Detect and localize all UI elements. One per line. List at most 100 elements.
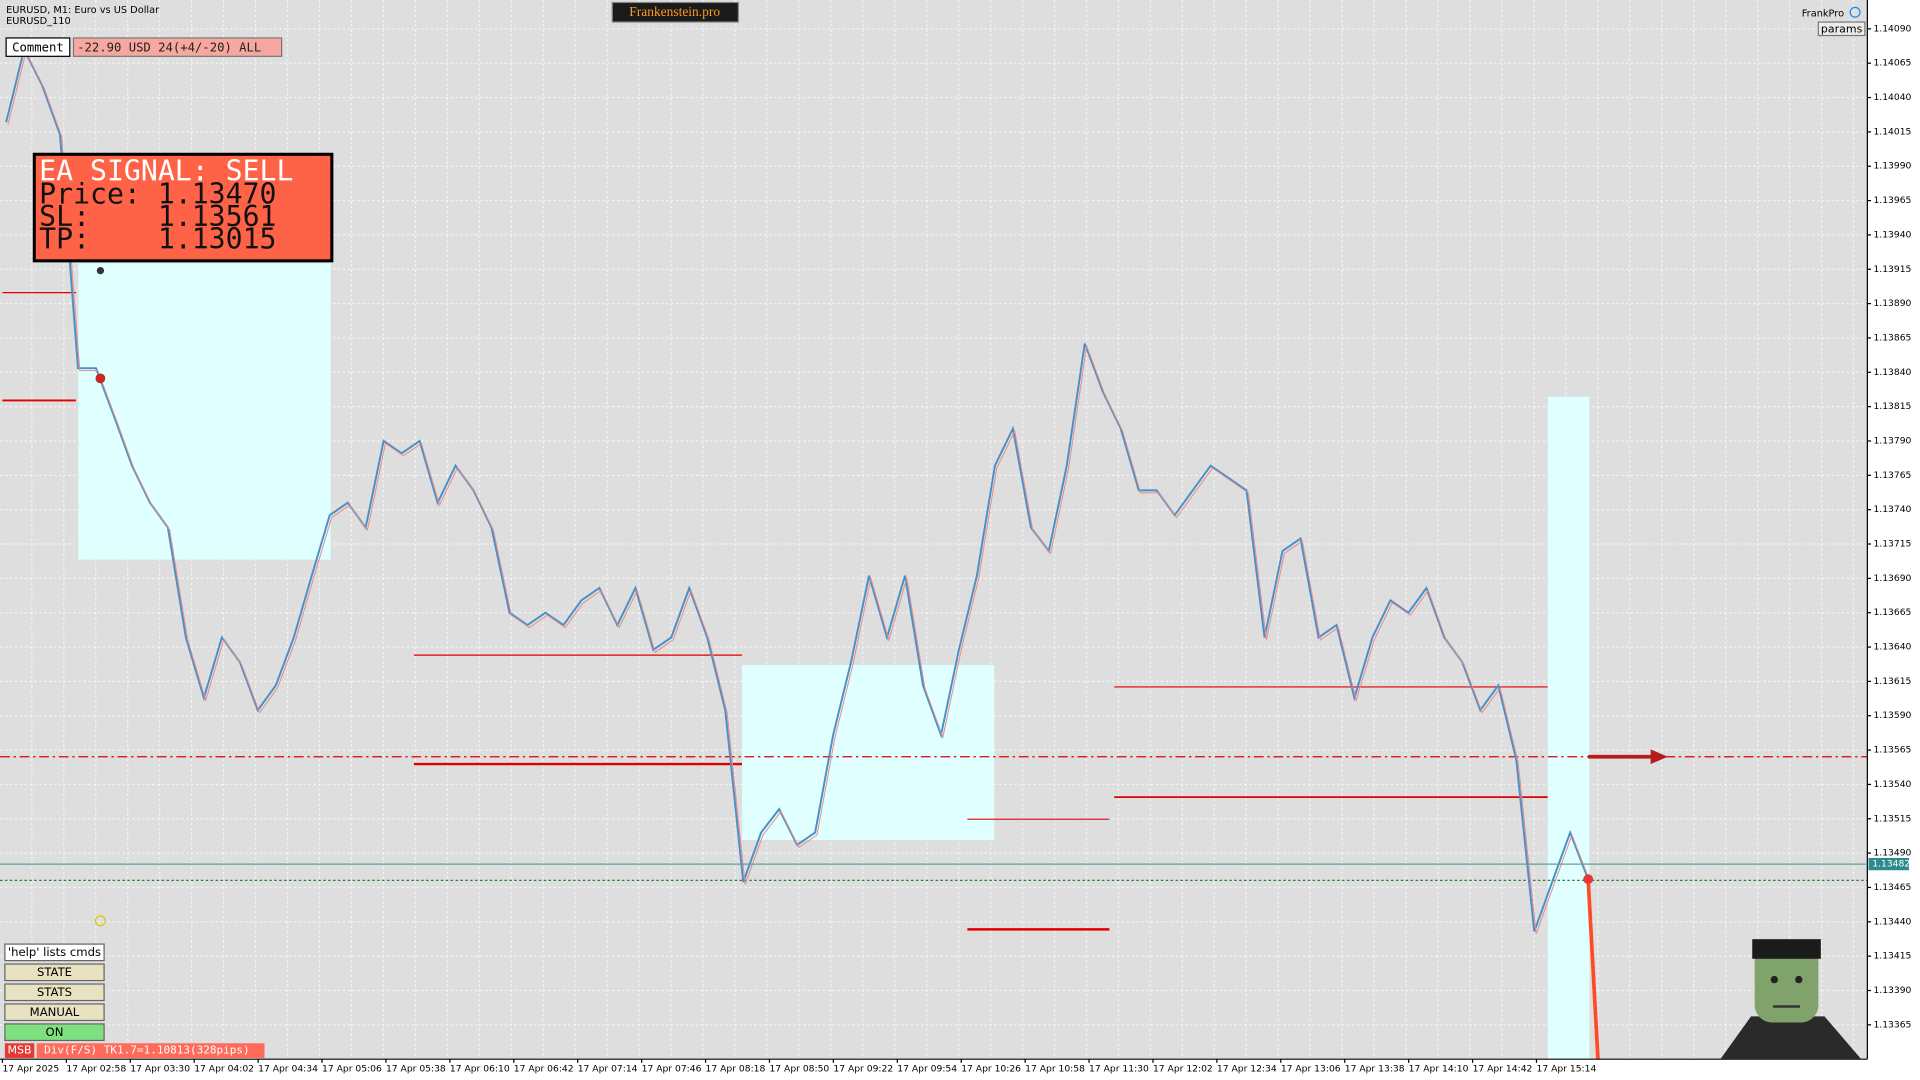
y-tick-label: 1.13815 xyxy=(1873,401,1911,412)
x-tick-label: 17 Apr 06:42 xyxy=(514,1063,574,1074)
marker xyxy=(95,373,106,384)
x-tick-label: 17 Apr 2025 xyxy=(2,1063,59,1074)
symbol: EURUSD, M1: Euro vs US Dollar xyxy=(6,5,160,16)
x-tick-label: 17 Apr 14:10 xyxy=(1409,1063,1469,1074)
price-plot xyxy=(5,46,1591,935)
signal-line: TP: 1.13015 xyxy=(39,223,276,256)
comment-label: Comment xyxy=(12,40,64,54)
axes: 1.14090 1.14065 1.14040 1.14015 1.13990 1.139… xyxy=(0,23,1912,1074)
button-label[interactable]: ON xyxy=(46,1025,64,1039)
status-text: Div(F/S) TK1.7=1.10813(328pips) xyxy=(44,1044,250,1057)
button-label[interactable]: 'help' lists cmds xyxy=(8,945,101,959)
x-tick-label: 17 Apr 15:14 xyxy=(1536,1063,1596,1074)
trade-line xyxy=(1586,879,1600,1060)
button[interactable] xyxy=(4,1003,105,1022)
y-tick-label: 1.13840 xyxy=(1873,367,1911,378)
x-tick-label: 17 Apr 13:06 xyxy=(1281,1063,1341,1074)
bid-label-box xyxy=(1868,857,1909,871)
y-tick-label: 1.13590 xyxy=(1873,710,1911,721)
comment-value: -22.90 USD 24(+4/-20) ALL xyxy=(77,40,261,54)
status-box xyxy=(36,1043,265,1058)
y-tick-label: 1.14040 xyxy=(1873,92,1911,103)
y-tick-label: 1.13765 xyxy=(1873,470,1911,481)
y-tick-label: 1.14065 xyxy=(1873,58,1911,69)
signal-box xyxy=(32,152,334,263)
y-tick-label: 1.14090 xyxy=(1873,23,1911,34)
x-tick-label: 17 Apr 09:22 xyxy=(833,1063,893,1074)
mascot-body xyxy=(1720,1016,1862,1060)
x-tick-label: 17 Apr 11:30 xyxy=(1089,1063,1149,1074)
x-tick-label: 17 Apr 12:34 xyxy=(1217,1063,1277,1074)
buttons[interactable]: 'help' lists cmds STATE STATS MANUAL ON xyxy=(4,943,105,1042)
x-tick-label: 17 Apr 09:54 xyxy=(897,1063,957,1074)
mascot-eye xyxy=(1770,975,1778,984)
x-tick-label: 17 Apr 08:50 xyxy=(769,1063,829,1074)
x-tick-label: 17 Apr 04:02 xyxy=(194,1063,254,1074)
y-tick-label: 1.14015 xyxy=(1873,126,1911,137)
comment-label-box xyxy=(5,37,71,57)
expert-icon xyxy=(1849,6,1861,18)
y-tick-label: 1.13465 xyxy=(1873,882,1911,893)
button[interactable] xyxy=(4,983,105,1002)
y-tick-label: 1.13915 xyxy=(1873,264,1911,275)
expert: FrankPro xyxy=(1802,8,1844,19)
brand: Frankenstein.pro xyxy=(629,4,720,19)
marker xyxy=(94,915,106,927)
y-tick-label: 1.13740 xyxy=(1873,504,1911,515)
y-tick-label: 1.13640 xyxy=(1873,642,1911,653)
y-tick-label: 1.13790 xyxy=(1873,435,1911,446)
status-tag: MSB xyxy=(8,1044,32,1057)
button[interactable] xyxy=(4,963,105,982)
levels xyxy=(0,292,1868,931)
y-tick-label: 1.13415 xyxy=(1873,951,1911,962)
signal-line: EA SIGNAL: SELL xyxy=(39,155,293,188)
signal-line: Price: 1.13470 xyxy=(39,177,276,210)
x-tick-label: 17 Apr 10:58 xyxy=(1025,1063,1085,1074)
status-tag-box xyxy=(4,1043,35,1058)
y-tick-label: 1.13690 xyxy=(1873,573,1911,584)
x-tick-label: 17 Apr 06:10 xyxy=(450,1063,510,1074)
mascot xyxy=(1720,939,1862,1060)
button-label[interactable]: MANUAL xyxy=(30,1005,80,1019)
y-tick-label: 1.13565 xyxy=(1873,745,1911,756)
account: EURUSD_110 xyxy=(6,16,71,27)
x-tick-label: 17 Apr 05:38 xyxy=(386,1063,446,1074)
signal-line: SL: 1.13561 xyxy=(39,200,276,233)
mascot-hair xyxy=(1752,939,1821,959)
arrow-head xyxy=(1650,749,1668,765)
y-tick-label: 1.13515 xyxy=(1873,813,1911,824)
zone xyxy=(1547,396,1590,1060)
y-tick-label: 1.13890 xyxy=(1873,298,1911,309)
x-tick-label: 17 Apr 05:06 xyxy=(322,1063,382,1074)
button-label[interactable]: STATE xyxy=(37,965,72,979)
marker xyxy=(1583,874,1594,885)
marker xyxy=(96,266,105,275)
x-tick-label: 17 Apr 13:38 xyxy=(1345,1063,1405,1074)
button-label[interactable]: STATS xyxy=(37,985,72,999)
y-tick-label: 1.13390 xyxy=(1873,985,1911,996)
price-line-shadow xyxy=(7,50,1591,935)
x-tick-label: 17 Apr 02:58 xyxy=(66,1063,126,1074)
button[interactable] xyxy=(4,943,105,962)
x-tick-label: 17 Apr 12:02 xyxy=(1153,1063,1213,1074)
x-tick-label: 17 Apr 14:42 xyxy=(1473,1063,1533,1074)
x-tick-label: 17 Apr 03:30 xyxy=(130,1063,190,1074)
y-tick-label: 1.13990 xyxy=(1873,161,1911,172)
brand-box xyxy=(611,1,739,23)
x-tick-label: 17 Apr 10:26 xyxy=(961,1063,1021,1074)
bid-label: 1.13482 xyxy=(1872,859,1910,870)
params-button[interactable] xyxy=(1817,21,1866,37)
y-tick-label: 1.13365 xyxy=(1873,1019,1911,1030)
x-tick-label: 17 Apr 07:46 xyxy=(642,1063,702,1074)
zone xyxy=(78,263,331,560)
x-tick-label: 17 Apr 07:14 xyxy=(578,1063,638,1074)
y-tick-label: 1.13490 xyxy=(1873,848,1911,859)
button[interactable] xyxy=(4,1023,105,1042)
y-tick-label: 1.13665 xyxy=(1873,607,1911,618)
price-line xyxy=(5,46,1590,932)
y-tick-label: 1.13615 xyxy=(1873,676,1911,687)
y-tick-label: 1.13540 xyxy=(1873,779,1911,790)
mascot-face xyxy=(1754,942,1819,1023)
params-label[interactable]: params xyxy=(1821,22,1863,35)
